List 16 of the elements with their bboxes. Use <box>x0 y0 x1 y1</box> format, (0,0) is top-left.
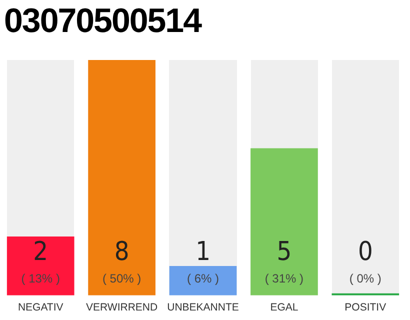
annotation: ( 0% ) <box>349 272 382 286</box>
annotation: ( 31% ) <box>264 272 304 286</box>
x-tick-label: UNBEKANNTE <box>167 302 239 314</box>
x-tick-label: NEGATIV <box>18 302 64 314</box>
chart-title: 03070500514 <box>4 2 202 41</box>
data-label: 2 <box>33 237 48 268</box>
x-tick-label: POSITIV <box>344 302 386 314</box>
annotation: ( 6% ) <box>186 272 220 286</box>
data-label: 5 <box>276 237 292 268</box>
data-label: 8 <box>114 237 130 268</box>
annotation: ( 13% ) <box>21 272 60 286</box>
x-tick-label: EGAL <box>270 302 298 314</box>
x-tick-label: VERWIRREND <box>86 302 158 314</box>
annotation: ( 50% ) <box>102 272 142 286</box>
data-label: 0 <box>358 237 373 268</box>
data-label: 1 <box>196 237 210 268</box>
